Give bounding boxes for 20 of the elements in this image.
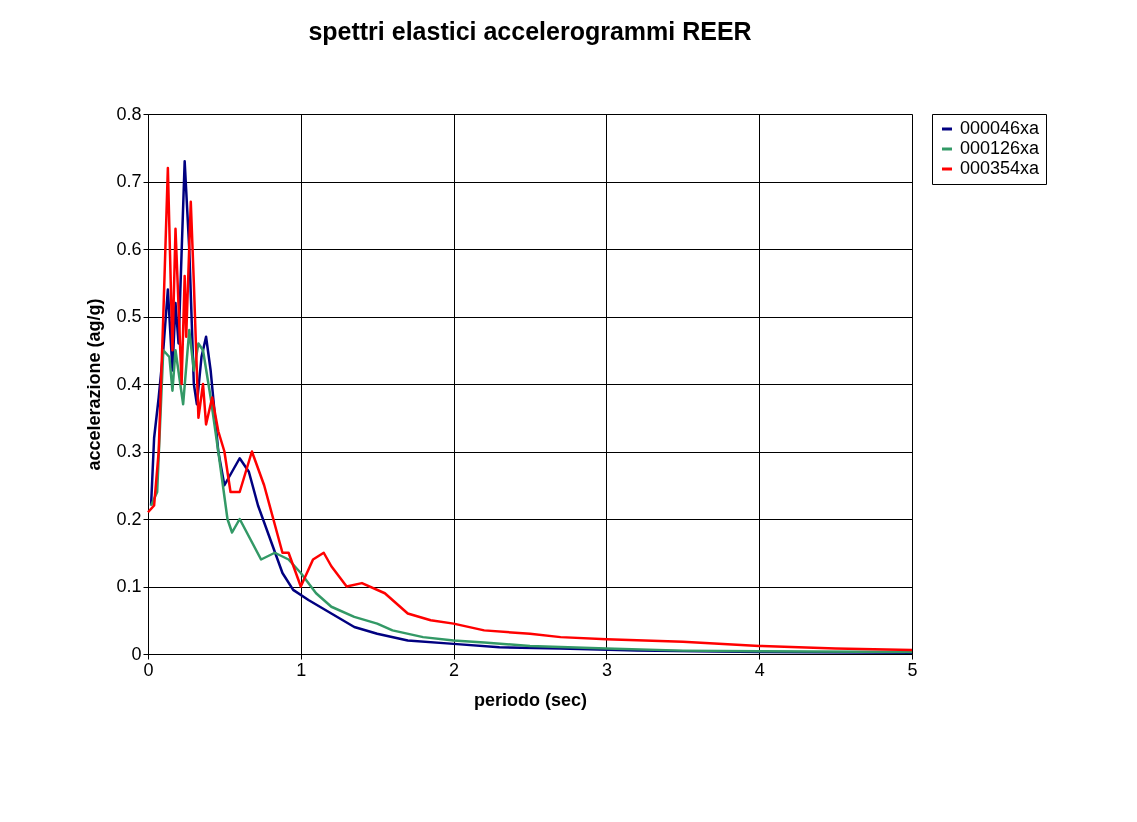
- y-tick-label: 0.2: [116, 508, 142, 529]
- x-axis-title: periodo (sec): [473, 689, 588, 710]
- y-tick-label: 0.3: [116, 441, 142, 461]
- x-tick-label: 4: [754, 659, 765, 680]
- y-tick-label: 0.8: [116, 103, 142, 124]
- chart-title: spettri elastici accelerogrammi REER: [308, 17, 752, 45]
- y-tick-label: 0.7: [116, 171, 142, 191]
- y-tick-label: 0.6: [116, 238, 142, 259]
- x-tick-label: 5: [907, 659, 918, 680]
- legend-label: 000046xa: [960, 118, 1041, 138]
- y-axis-title: accelerazione (ag/g): [84, 298, 105, 471]
- x-tick-label: 2: [449, 659, 460, 680]
- legend-label: 000126xa: [960, 138, 1041, 158]
- y-tick-label: 0.4: [116, 373, 142, 394]
- x-tick-label: 1: [296, 659, 307, 680]
- y-tick-label: 0.5: [116, 306, 142, 326]
- x-tick-label: 3: [601, 659, 612, 680]
- y-tick-label: 0: [131, 643, 142, 664]
- y-tick-label: 0.1: [116, 576, 142, 596]
- legend-label: 000354xa: [960, 158, 1041, 178]
